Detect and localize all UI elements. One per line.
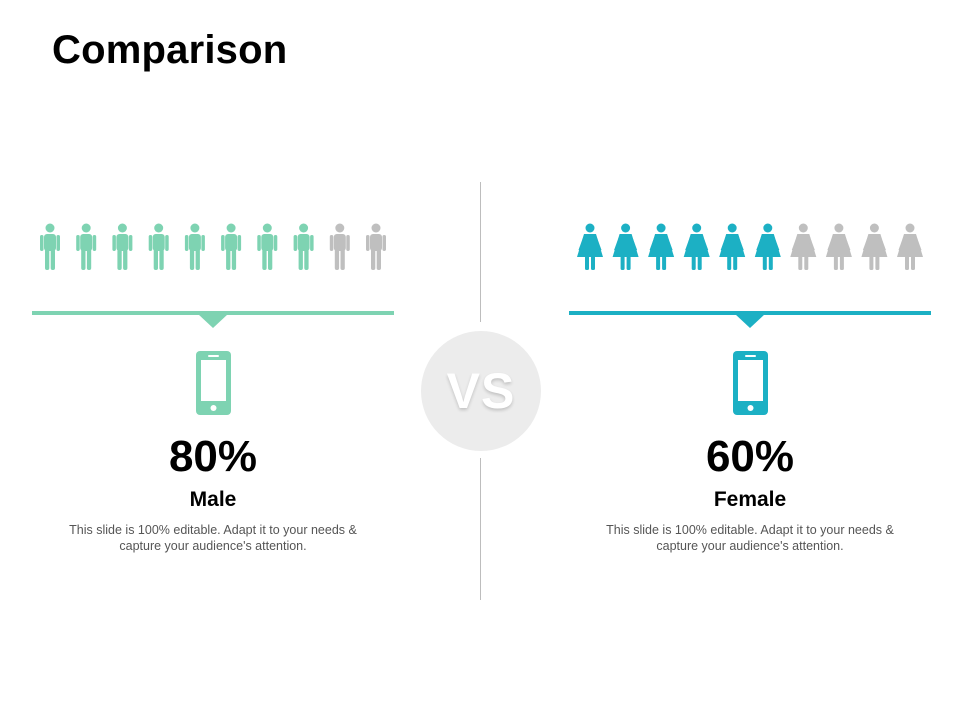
female-divider-line (569, 311, 931, 315)
center-divider-top (480, 182, 481, 322)
male-pointer-triangle (198, 314, 228, 328)
woman-icon (648, 223, 675, 270)
female-panel: 60% Female This slide is 100% editable. … (569, 0, 931, 720)
woman-icon (897, 223, 923, 270)
man-icon (40, 223, 60, 270)
man-icon (257, 223, 278, 270)
smartphone-icon (733, 351, 768, 415)
male-percent: 80% (168, 432, 258, 481)
woman-icon (719, 223, 746, 270)
female-description: This slide is 100% editable. Adapt it to… (606, 523, 894, 553)
woman-icon (754, 223, 781, 270)
page-title: Comparison (52, 28, 288, 72)
woman-icon (825, 223, 852, 270)
female-pointer-triangle (735, 314, 765, 328)
vs-badge: VS (421, 331, 541, 451)
man-icon (112, 223, 133, 270)
man-icon (76, 223, 97, 270)
woman-icon (612, 223, 639, 270)
man-icon (329, 223, 350, 270)
smartphone-icon (196, 351, 231, 415)
woman-icon (790, 223, 817, 270)
female-icon-row (577, 223, 923, 270)
man-icon (184, 223, 205, 270)
man-icon (148, 223, 169, 270)
woman-icon (861, 223, 888, 270)
man-icon (293, 223, 314, 270)
male-panel: 80% Male This slide is 100% editable. Ad… (32, 0, 394, 720)
man-icon (366, 223, 386, 270)
female-percent: 60% (705, 432, 795, 481)
man-icon (221, 223, 242, 270)
male-icon-row (40, 223, 386, 270)
male-description: This slide is 100% editable. Adapt it to… (69, 523, 357, 553)
female-label: Female (713, 488, 787, 511)
woman-icon (683, 223, 710, 270)
vs-label: VS (446, 363, 516, 419)
center-divider-bottom (480, 458, 481, 600)
male-divider-line (32, 311, 394, 315)
woman-icon (577, 223, 603, 270)
male-label: Male (189, 488, 237, 511)
